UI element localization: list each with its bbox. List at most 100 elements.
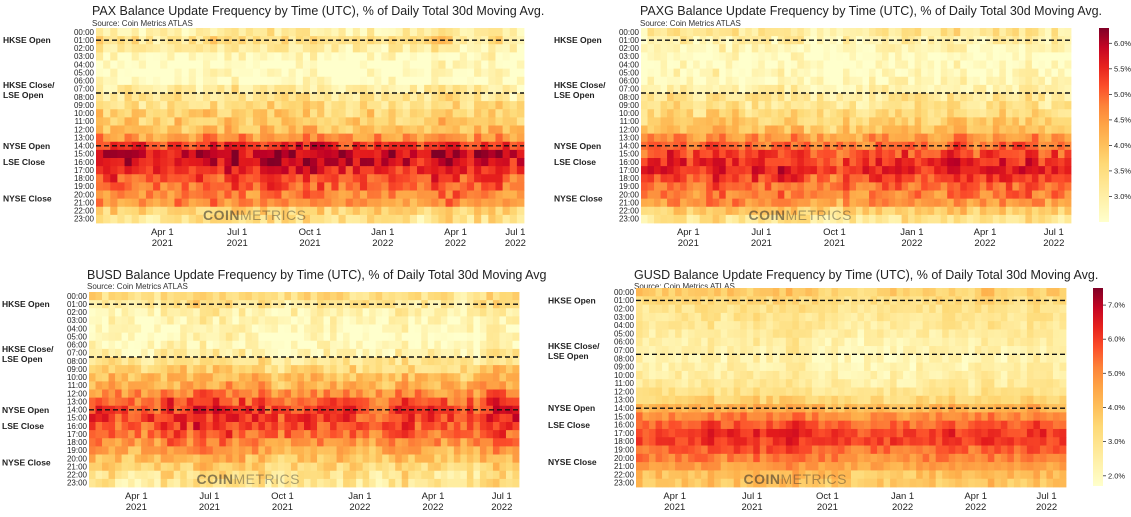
- heatmap-cell: [395, 324, 403, 334]
- heatmap-cell: [96, 198, 104, 208]
- heatmap-cell: [784, 101, 792, 110]
- heatmap-cell: [452, 214, 461, 224]
- heatmap-cell: [199, 292, 207, 301]
- heatmap-cell: [375, 357, 383, 366]
- heatmap-cell: [440, 373, 448, 382]
- heatmap-cell: [973, 44, 981, 53]
- heatmap-cell: [388, 101, 396, 110]
- heatmap-cell: [103, 101, 111, 110]
- heatmap-cell: [940, 158, 948, 167]
- heatmap-cell: [921, 101, 929, 110]
- heatmap-cell: [1064, 109, 1072, 118]
- heatmap-cell: [251, 454, 259, 464]
- heatmap-cell: [238, 348, 246, 358]
- heatmap-cell: [219, 381, 227, 390]
- heatmap-cell: [110, 28, 118, 37]
- heatmap-cell: [317, 101, 325, 110]
- heatmap-cell: [771, 149, 779, 159]
- heatmap-cell: [869, 101, 876, 110]
- y-tick-label: 05:00: [619, 69, 640, 78]
- heatmap-cell: [238, 52, 247, 61]
- heatmap-cell: [310, 373, 318, 382]
- heatmap-cell: [131, 214, 140, 224]
- heatmap-cell: [310, 60, 318, 70]
- heatmap-cell: [466, 373, 474, 382]
- x-tick-label: 2021: [126, 502, 147, 513]
- heatmap-cell: [882, 158, 889, 167]
- heatmap-cell: [856, 198, 863, 208]
- heatmap-cell: [271, 316, 279, 325]
- heatmap-cell: [374, 133, 382, 143]
- heatmap-svg: 00:0001:0002:0003:0004:0005:0006:0007:00…: [554, 28, 1131, 249]
- heatmap-cell: [509, 214, 518, 224]
- heatmap-cell: [960, 52, 968, 61]
- heatmap-cell: [699, 141, 707, 151]
- heatmap-cell: [882, 52, 889, 61]
- heatmap-cell: [434, 340, 442, 350]
- heatmap-cells: [89, 292, 520, 488]
- heatmap-cell: [1038, 149, 1046, 159]
- heatmap-cell: [844, 304, 852, 314]
- heatmap-cell: [1031, 149, 1039, 159]
- heatmap-cell: [712, 52, 720, 61]
- heatmap-cell: [649, 312, 656, 322]
- heatmap-cell: [823, 158, 831, 167]
- heatmap-cell: [452, 84, 461, 94]
- heatmap-cell: [317, 446, 324, 455]
- heatmap-cell: [302, 158, 311, 167]
- heatmap-cell: [160, 93, 168, 102]
- heatmap-cell: [509, 125, 518, 135]
- heatmap-cell: [686, 76, 694, 86]
- heatmap-cell: [798, 288, 806, 297]
- heatmap-cell: [117, 174, 125, 183]
- heatmap-cell: [453, 381, 461, 390]
- heatmap-cell: [474, 84, 482, 94]
- heatmap-cell: [338, 158, 347, 167]
- heatmap-cell: [134, 348, 142, 358]
- heatmap-cell: [1025, 214, 1033, 224]
- heatmap-cell: [725, 44, 733, 53]
- heatmap-cell: [512, 470, 520, 480]
- heatmap-cell: [267, 28, 275, 37]
- heatmap-cell: [336, 422, 344, 431]
- heatmap-cell: [108, 430, 116, 439]
- heatmap-cell: [488, 109, 496, 118]
- heatmap-cell: [921, 44, 929, 53]
- heatmap-cell: [438, 68, 446, 78]
- heatmap-cell: [323, 446, 331, 455]
- heatmap-cell: [849, 28, 857, 37]
- heatmap-cell: [486, 292, 494, 301]
- heatmap-cell: [495, 109, 503, 118]
- heatmap-cell: [210, 166, 218, 175]
- heatmap-cell: [193, 389, 201, 399]
- heatmap-cell: [706, 28, 714, 37]
- heatmap-cell: [343, 446, 351, 455]
- heatmap-cell: [966, 84, 974, 94]
- heatmap-cell: [310, 365, 318, 374]
- heatmap-cell: [427, 381, 435, 390]
- heatmap-cell: [362, 316, 370, 325]
- heatmap-cell: [764, 60, 772, 70]
- heatmap-cell: [1051, 214, 1059, 224]
- heatmap-cell: [686, 117, 694, 126]
- heatmap-cell: [375, 413, 383, 423]
- heatmap-cell: [417, 166, 425, 175]
- heatmap-cell: [921, 214, 929, 224]
- heatmap-cell: [434, 422, 442, 431]
- heatmap-cell: [417, 206, 425, 216]
- heatmap-cell: [388, 422, 396, 431]
- chart-panel-busd: BUSD Balance Update Frequency by Time (U…: [0, 264, 560, 517]
- heatmap-cell: [492, 438, 500, 447]
- heatmap-cell: [138, 101, 147, 110]
- heatmap-cell: [117, 109, 125, 118]
- heatmap-cell: [992, 76, 1000, 86]
- heatmap-cell: [224, 125, 232, 135]
- heatmap-cell: [474, 125, 482, 135]
- heatmap-cell: [330, 470, 337, 480]
- heatmap-cell: [947, 133, 955, 143]
- heatmap-cell: [1031, 84, 1039, 94]
- heatmap-cell: [481, 133, 489, 143]
- heatmap-cell: [210, 36, 218, 45]
- heatmap-cell: [290, 389, 298, 399]
- heatmap-cell: [922, 304, 930, 314]
